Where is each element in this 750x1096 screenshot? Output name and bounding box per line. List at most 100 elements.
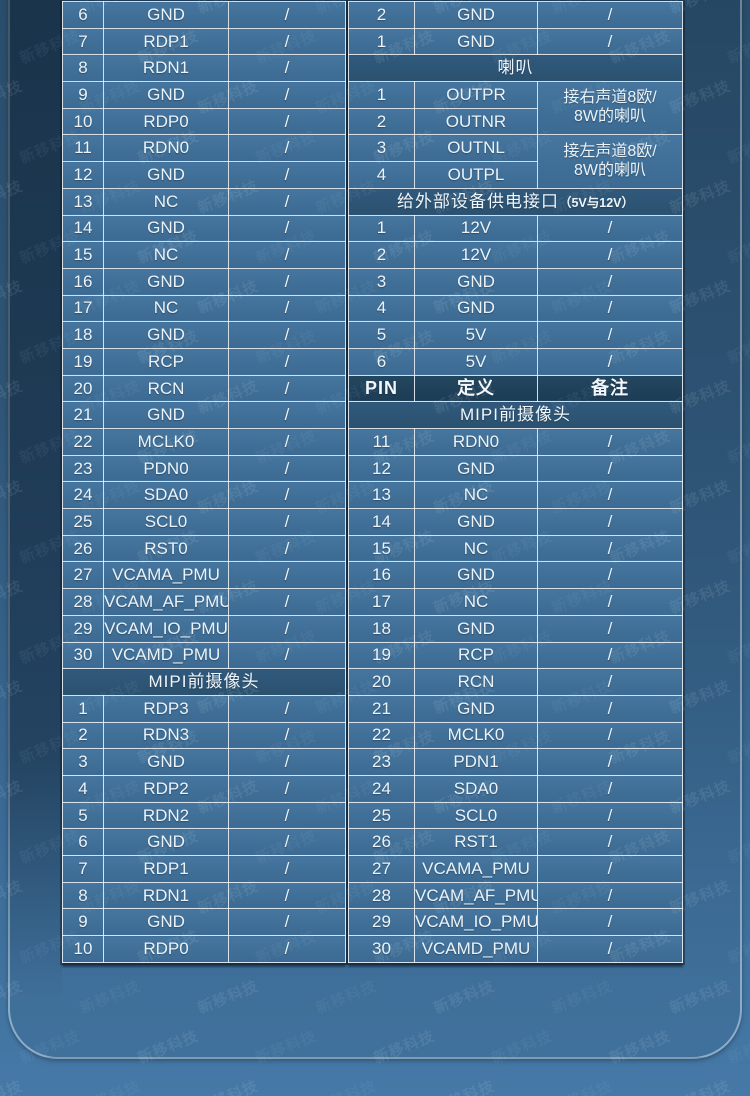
table-row: 27 VCAMA_PMU / xyxy=(62,561,346,590)
note-cell: / xyxy=(537,908,683,937)
pin-cell: 12 xyxy=(62,161,104,189)
table-row: 10 RDP0/ xyxy=(62,935,346,963)
pin-cell: 16 xyxy=(348,561,415,590)
note-cell: / xyxy=(537,321,683,349)
pin-cell: 30 xyxy=(348,935,415,963)
note-cell: / xyxy=(228,881,346,910)
def-cell: GND xyxy=(103,321,229,349)
note-cell: / xyxy=(537,828,683,856)
def-cell: GND xyxy=(103,401,229,429)
table-row: 11 RDN0/ xyxy=(62,134,346,163)
def-cell: RDN3 xyxy=(103,721,229,750)
def-cell: SCL0 xyxy=(414,801,538,830)
section-header: 喇叭 xyxy=(348,54,683,83)
pin-cell: 18 xyxy=(348,614,415,643)
table-row: 21 GND / xyxy=(62,401,346,429)
watermark-text: 新移科技 xyxy=(312,1075,380,1096)
pin-cell: 6 xyxy=(62,828,104,856)
note-cell: / xyxy=(537,481,683,510)
def-cell: RCN xyxy=(414,668,538,696)
def-cell: MCLK0 xyxy=(103,428,229,456)
table-row: 2 GND / xyxy=(348,1,683,29)
pin-cell: 19 xyxy=(62,347,104,376)
table-row: 3 GND / xyxy=(62,748,346,776)
note-cell: / xyxy=(228,107,346,136)
pin-cell: 12 xyxy=(348,454,415,483)
def-cell: NC xyxy=(103,241,229,269)
def-cell: GND xyxy=(414,294,538,323)
pin-cell: 1 xyxy=(62,694,104,723)
pin-cell: 5 xyxy=(348,321,415,349)
note-cell: / xyxy=(228,774,346,803)
table-row: 24 SDA0/ xyxy=(348,774,683,803)
def-cell: SDA0 xyxy=(414,774,538,803)
pin-cell: 26 xyxy=(62,534,104,563)
note-cell: / xyxy=(228,241,346,269)
table-row: 6 5V / xyxy=(348,347,683,376)
def-cell: GND xyxy=(414,614,538,643)
table-row: 24 SDA0/ xyxy=(62,481,346,510)
table-row: 17 NC / xyxy=(62,294,346,323)
def-cell: RDP1 xyxy=(103,27,229,56)
pin-cell: 22 xyxy=(62,428,104,456)
def-cell: RDP2 xyxy=(103,774,229,803)
def-cell: RDP1 xyxy=(103,855,229,883)
def-cell: RDN0 xyxy=(414,428,538,456)
pin-cell: 29 xyxy=(62,614,104,643)
table-row: 喇叭 xyxy=(348,54,683,83)
note-cell: / xyxy=(228,454,346,483)
pin-cell: 27 xyxy=(348,855,415,883)
note-cell: / xyxy=(228,1,346,29)
pin-cell: 19 xyxy=(348,641,415,670)
pin-cell: 20 xyxy=(348,668,415,696)
table-row: 8 RDN1/ xyxy=(62,54,346,83)
def-cell: RCP xyxy=(414,641,538,670)
table-row: 2 RDN3/ xyxy=(62,721,346,750)
note-cell: / xyxy=(537,881,683,910)
def-cell: VCAMD_PMU xyxy=(103,641,229,670)
note-cell: / xyxy=(537,855,683,883)
def-cell: VCAMD_PMU xyxy=(414,935,538,963)
table-row: MIPI前摄像头 xyxy=(348,401,683,429)
pin-cell: 16 xyxy=(62,267,104,296)
note-cell: / xyxy=(228,508,346,536)
note-cell: / xyxy=(537,267,683,296)
table-row: 15 NC / xyxy=(62,241,346,269)
note-cell: / xyxy=(537,748,683,776)
pin-cell: 3 xyxy=(348,267,415,296)
table-row: 6 GND / xyxy=(62,1,346,29)
table-row: 13 NC / xyxy=(348,481,683,510)
note-cell: / xyxy=(228,161,346,189)
table-row: 26 RST0/ xyxy=(62,534,346,563)
def-cell: 12V xyxy=(414,214,538,243)
note-cell: / xyxy=(228,748,346,776)
def-cell: GND xyxy=(414,561,538,590)
note-cell: / xyxy=(537,774,683,803)
note-cell: / xyxy=(537,1,683,29)
table-row: 17 NC / xyxy=(348,588,683,616)
table-row: 4 RDP2/ xyxy=(62,774,346,803)
def-cell: SCL0 xyxy=(103,508,229,536)
def-cell: RDN1 xyxy=(103,881,229,910)
note-cell: / xyxy=(228,935,346,963)
table-row: 6 GND / xyxy=(62,828,346,856)
table-row: 给外部设备供电接口（5V与12V） xyxy=(348,187,683,216)
pin-table-left: 6 GND/7 RDP1/8 RDN1/9 GND/10 RDP0/11 RDN0/12 GN… xyxy=(62,1,346,963)
def-cell: RCP xyxy=(103,347,229,376)
pin-cell: 11 xyxy=(62,134,104,163)
note-cell: / xyxy=(537,694,683,723)
pin-cell: 25 xyxy=(348,801,415,830)
def-cell: VCAMA_PMU xyxy=(414,855,538,883)
table-row: 11 RDN0/ xyxy=(348,428,683,456)
pin-cell: 2 xyxy=(348,107,415,136)
note-cell: / xyxy=(228,347,346,376)
pin-cell: 26 xyxy=(348,828,415,856)
table-row: 14 GND / xyxy=(348,508,683,536)
watermark-text: 新移科技 xyxy=(430,1075,498,1096)
table-row: 30 VCAMD_PMU / xyxy=(62,641,346,670)
note-cell: / xyxy=(228,828,346,856)
note-cell: / xyxy=(537,534,683,563)
def-cell: OUTNR xyxy=(414,107,538,136)
note-cell: / xyxy=(228,801,346,830)
table-row: 1 OUTPR 接右声道8欧/ 8W的喇叭 xyxy=(348,81,683,136)
